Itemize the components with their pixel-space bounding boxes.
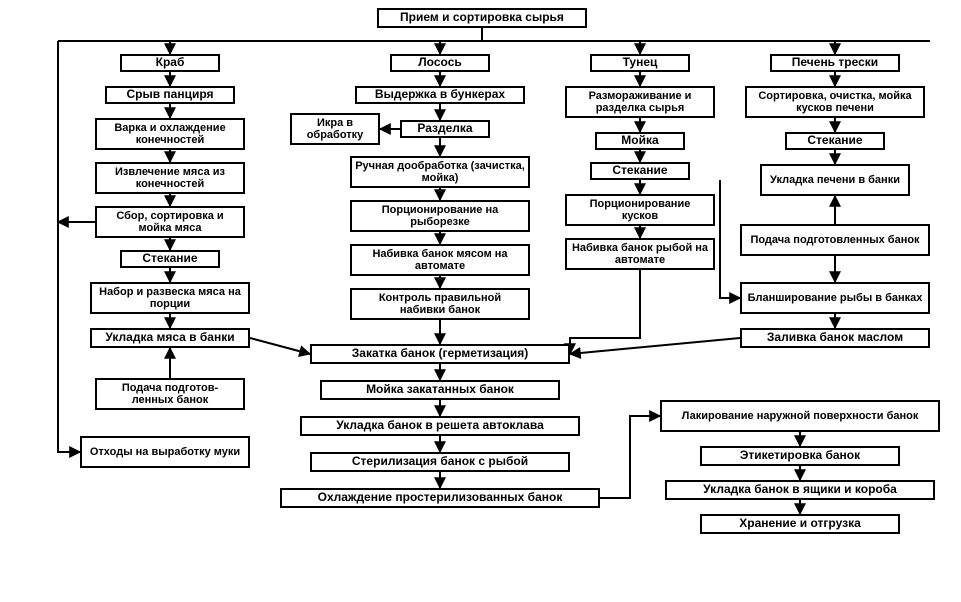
node-m4: Стерилизация банок с рыбой xyxy=(310,452,570,472)
node-m1: Закатка банок (герметизация) xyxy=(310,344,570,364)
node-m2: Мойка закатанных банок xyxy=(320,380,560,400)
node-m3: Укладка банок в решета автоклава xyxy=(300,416,580,436)
node-b6: Контроль правильной набивки банок xyxy=(350,288,530,320)
node-a5: Стекание xyxy=(120,250,220,268)
node-d2: Стекание xyxy=(785,132,885,150)
node-f2: Этикетировка банок xyxy=(700,446,900,466)
flowchart-canvas: Прием и сортировка сырья Краб Срыв панциря… xyxy=(0,0,961,602)
node-f3: Укладка банок в ящики и короба xyxy=(665,480,935,500)
node-a_hdr: Краб xyxy=(120,54,220,72)
node-c3: Стекание xyxy=(590,162,690,180)
edge-39 xyxy=(720,180,740,298)
node-top: Прием и сортировка сырья xyxy=(377,8,587,28)
node-d5: Бланширование рыбы в банках xyxy=(740,282,930,314)
node-b5: Набивка банок мясом на автомате xyxy=(350,244,530,276)
node-a4: Сбор, сортировка и мойка мяса xyxy=(95,206,245,238)
edge-38 xyxy=(570,338,740,354)
node-f1: Лакирование наружной поверхности банок xyxy=(660,400,940,432)
node-b4: Порционирование на рыборезке xyxy=(350,200,530,232)
node-m5: Охлаждение простерилизованных банок xyxy=(280,488,600,508)
node-a6: Набор и развеска мяса на порции xyxy=(90,282,250,314)
node-b_hdr: Лосось xyxy=(390,54,490,72)
node-d3: Укладка печени в банки xyxy=(760,164,910,196)
edge-44 xyxy=(600,416,660,498)
node-d_hdr: Печень трески xyxy=(770,54,900,72)
edge-13 xyxy=(250,338,310,354)
node-c_hdr: Тунец xyxy=(590,54,690,72)
node-b2b: Разделка xyxy=(400,120,490,138)
node-a7: Укладка мяса в банки xyxy=(90,328,250,348)
node-b1: Выдержка в бункерах xyxy=(355,86,525,104)
node-c1: Размораживание и разделка сырья xyxy=(565,86,715,118)
edge-15 xyxy=(58,41,80,452)
node-c4: Порционирование кусков xyxy=(565,194,715,226)
node-a9: Отходы на выработку муки xyxy=(80,436,250,468)
node-d6: Заливка банок маслом xyxy=(740,328,930,348)
edge-30 xyxy=(570,270,640,354)
node-b3: Ручная дообработка (зачистка, мойка) xyxy=(350,156,530,188)
node-c2: Мойка xyxy=(595,132,685,150)
node-d1: Сортировка, очистка, мойка кусков печени xyxy=(745,86,925,118)
node-a3: Извлечение мяса из конечностей xyxy=(95,162,245,194)
node-a8: Подача подготов- ленных банок xyxy=(95,378,245,410)
node-f4: Хранение и отгрузка xyxy=(700,514,900,534)
node-a1: Срыв панциря xyxy=(105,86,235,104)
node-a2: Варка и охлаждение конечностей xyxy=(95,118,245,150)
node-b2a: Икра в обработку xyxy=(290,113,380,145)
node-c5: Набивка банок рыбой на автомате xyxy=(565,238,715,270)
node-d4: Подача подготовленных банок xyxy=(740,224,930,256)
